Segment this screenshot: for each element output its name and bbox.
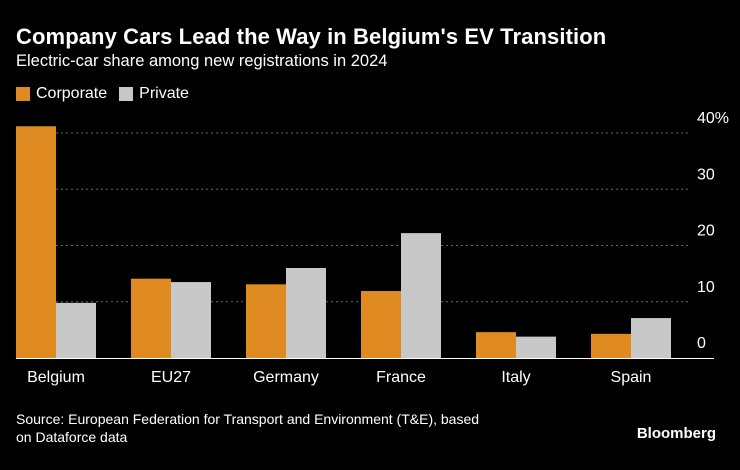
y-tick-label-40: 40% — [697, 110, 729, 127]
source-line-1: Source: European Federation for Transpor… — [16, 411, 480, 427]
y-tick-label-20: 20 — [697, 223, 715, 240]
x-tick-label-france: France — [376, 369, 426, 386]
legend-swatch-corporate — [16, 87, 30, 101]
x-tick-label-italy: Italy — [501, 369, 530, 386]
bar-private-germany — [286, 268, 326, 358]
legend: Corporate Private — [16, 85, 201, 103]
bar-corporate-france — [361, 291, 401, 358]
chart-title: Company Cars Lead the Way in Belgium's E… — [16, 24, 607, 49]
bar-corporate-eu27 — [131, 278, 171, 358]
bar-corporate-germany — [246, 284, 286, 358]
y-tick-label-30: 30 — [697, 166, 715, 183]
x-tick-label-spain: Spain — [611, 369, 652, 386]
chart-subtitle: Electric-car share among new registratio… — [16, 52, 388, 70]
bar-private-eu27 — [171, 282, 211, 358]
x-tick-label-germany: Germany — [253, 369, 319, 386]
bar-corporate-italy — [476, 332, 516, 358]
bar-private-france — [401, 233, 441, 358]
bar-private-belgium — [56, 302, 96, 358]
bloomberg-logo: Bloomberg — [636, 425, 716, 442]
y-tick-label-10: 10 — [697, 279, 715, 296]
source-note: Source: European Federation for Transpor… — [16, 410, 556, 446]
legend-label-private: Private — [139, 85, 189, 102]
x-tick-label-belgium: Belgium — [27, 369, 85, 386]
bar-corporate-spain — [591, 333, 631, 358]
legend-item-private: Private — [119, 85, 189, 103]
legend-label-corporate: Corporate — [36, 85, 108, 102]
source-line-2: on Dataforce data — [16, 429, 128, 445]
bar-corporate-belgium — [16, 126, 56, 358]
legend-swatch-private — [119, 87, 134, 101]
bar-private-spain — [631, 318, 671, 358]
bar-private-italy — [516, 336, 556, 358]
x-tick-label-eu27: EU27 — [151, 369, 191, 386]
legend-item-corporate: Corporate — [16, 85, 107, 103]
y-tick-label-0: 0 — [697, 335, 706, 352]
